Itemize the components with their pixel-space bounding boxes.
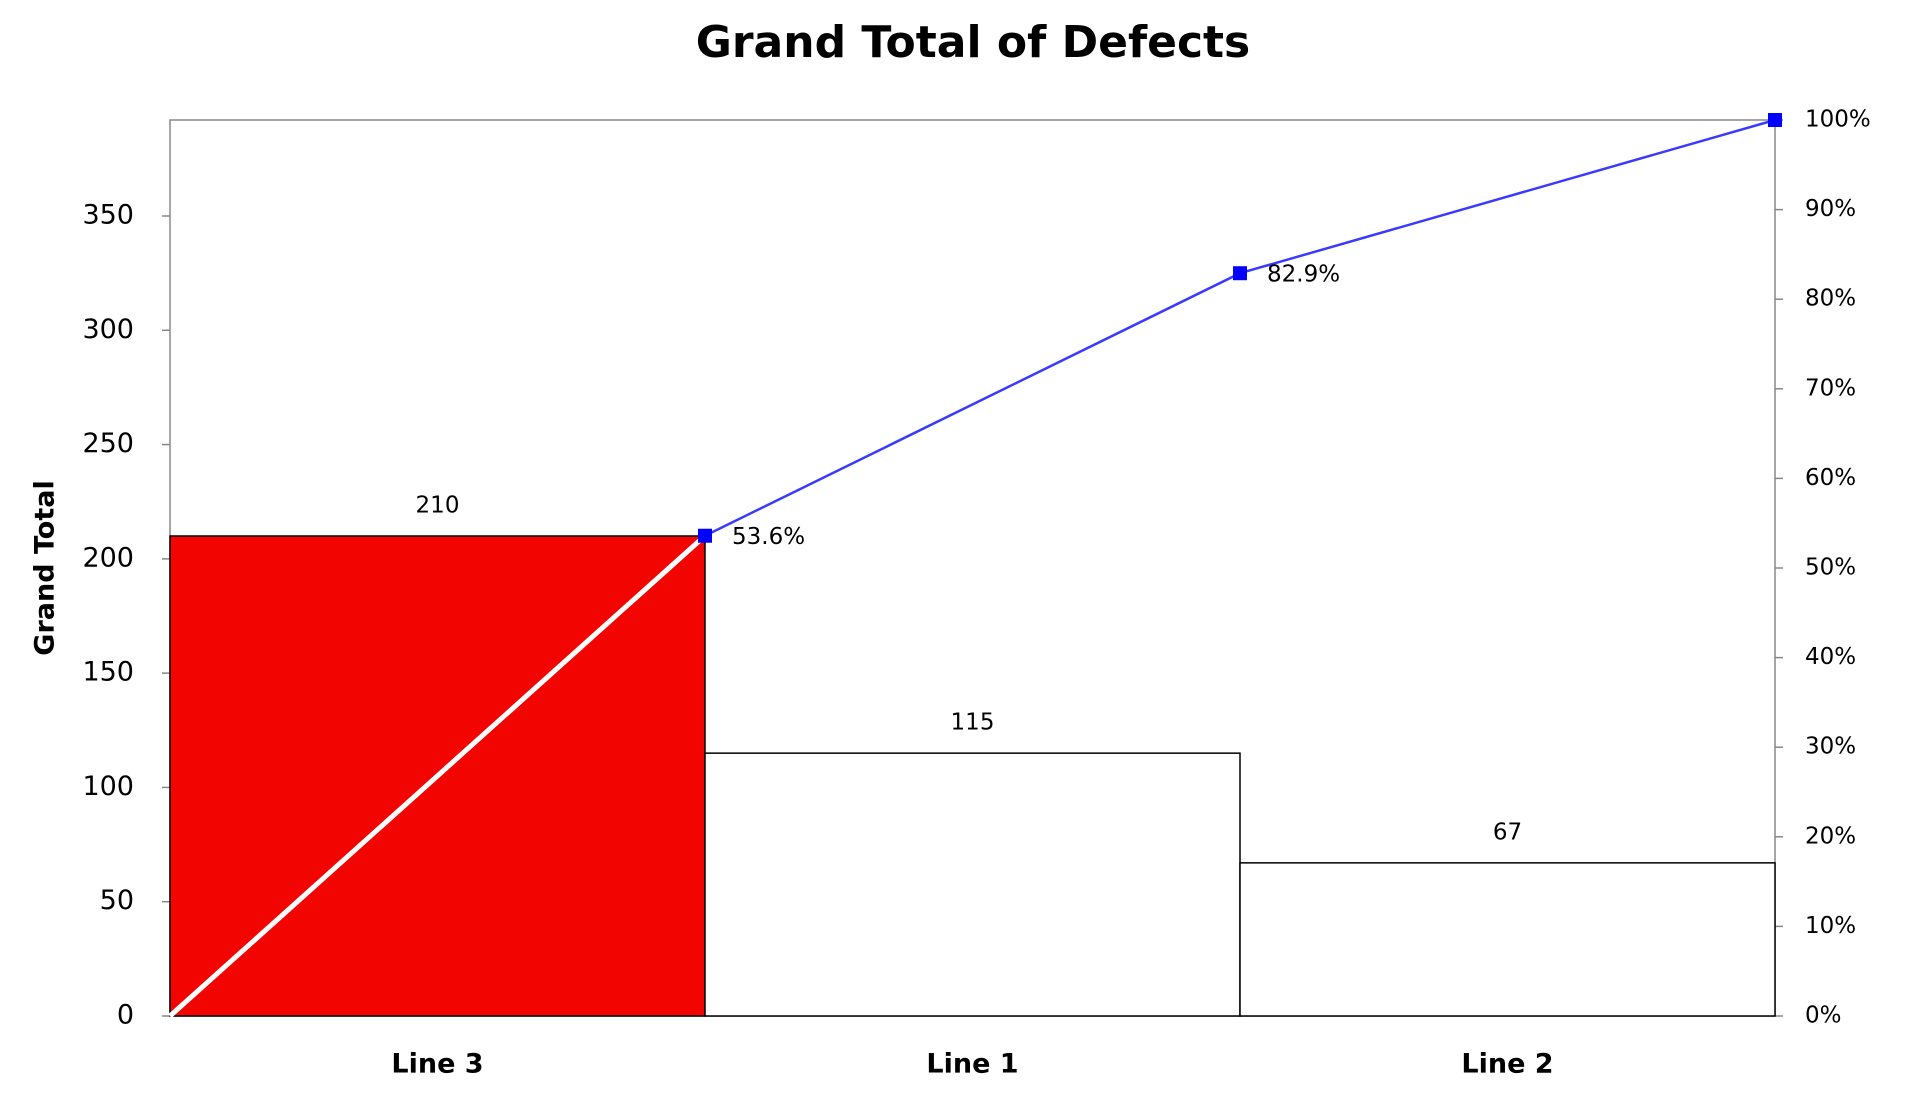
y-tick-label: 100 bbox=[82, 771, 134, 802]
y2-tick-label: 70% bbox=[1805, 375, 1856, 401]
cumulative-start bbox=[168, 533, 707, 1018]
y2-tick-label: 40% bbox=[1805, 644, 1856, 670]
y2-tick-label: 100% bbox=[1805, 107, 1871, 133]
y-tick-label: 250 bbox=[82, 428, 134, 459]
chart-title: Grand Total of Defects bbox=[696, 17, 1251, 68]
y2-tick-label: 80% bbox=[1805, 286, 1856, 312]
y-axis-title: Grand Total bbox=[30, 480, 61, 655]
cumulative-marker bbox=[1233, 266, 1247, 281]
bar bbox=[704, 752, 1241, 1017]
y-tick-label: 150 bbox=[82, 657, 134, 688]
x-tick-label: Line 2 bbox=[1461, 1049, 1553, 1080]
cumulative-marker bbox=[1768, 113, 1782, 127]
y2-tick-label: 50% bbox=[1805, 555, 1856, 581]
bar-value-label: 67 bbox=[1493, 819, 1522, 845]
y-tick-label: 350 bbox=[82, 200, 134, 231]
y-tick-label: 200 bbox=[82, 542, 134, 573]
y2-tick-label: 30% bbox=[1805, 734, 1856, 760]
y2-tick-label: 10% bbox=[1805, 913, 1856, 939]
y2-tick-label: 0% bbox=[1805, 1003, 1842, 1029]
cumulative-line bbox=[704, 118, 1776, 537]
cumulative-label: 53.6% bbox=[732, 524, 805, 550]
cumulative-marker bbox=[698, 528, 712, 543]
bar-value-label: 210 bbox=[416, 493, 460, 519]
y2-tick-label: 60% bbox=[1805, 465, 1856, 491]
x-tick-label: Line 3 bbox=[391, 1049, 483, 1080]
bar-value-label: 115 bbox=[951, 710, 995, 736]
cumulative-label: 82.9% bbox=[1267, 262, 1340, 288]
y-tick-label: 50 bbox=[100, 885, 134, 916]
y-tick-label: 300 bbox=[82, 314, 134, 345]
y2-tick-label: 90% bbox=[1805, 196, 1856, 222]
x-tick-label: Line 1 bbox=[926, 1049, 1018, 1080]
y2-tick-label: 20% bbox=[1805, 823, 1856, 849]
bar bbox=[1239, 862, 1776, 1017]
y-tick-label: 0 bbox=[117, 1000, 134, 1031]
